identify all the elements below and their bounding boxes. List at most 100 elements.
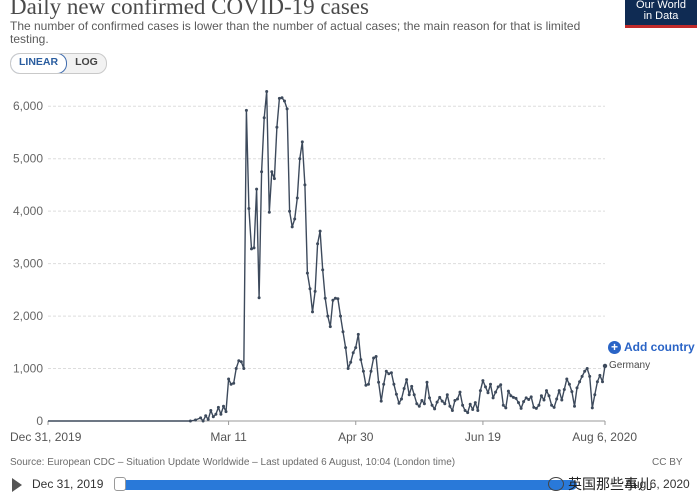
data-point xyxy=(214,412,218,416)
data-point xyxy=(407,393,411,397)
timeline-start-label: Dec 31, 2019 xyxy=(32,477,104,491)
data-point xyxy=(232,381,236,385)
data-point xyxy=(463,409,467,412)
data-point xyxy=(341,330,345,334)
data-point xyxy=(440,399,444,403)
data-point xyxy=(387,372,391,376)
data-point xyxy=(473,401,477,405)
linear-scale-button[interactable]: LINEAR xyxy=(10,54,68,73)
data-point xyxy=(486,391,490,395)
data-point xyxy=(425,380,429,384)
data-point xyxy=(468,402,472,406)
y-tick-label: 1,000 xyxy=(13,362,43,376)
logo-line-1: Our World xyxy=(636,0,686,11)
y-tick-label: 6,000 xyxy=(13,99,43,113)
data-point xyxy=(227,377,231,381)
data-point xyxy=(529,395,533,399)
data-point xyxy=(295,196,299,200)
data-point xyxy=(517,401,520,405)
data-point xyxy=(277,96,281,100)
data-point xyxy=(537,403,541,407)
data-point xyxy=(298,157,302,161)
data-point xyxy=(305,271,309,275)
data-point xyxy=(578,380,582,384)
data-point xyxy=(209,409,213,412)
data-point xyxy=(194,418,197,422)
source-note: Source: European CDC – Situation Update … xyxy=(10,457,456,468)
timeline-slider-track[interactable] xyxy=(117,480,577,490)
data-point xyxy=(237,359,241,363)
watermark: 英国那些事儿 xyxy=(548,474,652,494)
data-point xyxy=(499,383,503,387)
data-point xyxy=(412,393,416,397)
data-point xyxy=(247,207,251,210)
data-point xyxy=(211,415,215,419)
data-point xyxy=(588,374,592,378)
data-point xyxy=(351,351,355,355)
y-tick-label: 5,000 xyxy=(13,152,43,166)
data-point xyxy=(255,187,259,191)
log-scale-button[interactable]: LOG xyxy=(75,56,98,68)
series-line-germany[interactable] xyxy=(48,90,606,422)
data-point xyxy=(224,410,228,414)
data-point xyxy=(199,416,203,420)
wechat-icon xyxy=(548,477,564,491)
data-point xyxy=(204,414,208,418)
data-point xyxy=(250,247,253,251)
data-point xyxy=(466,411,470,415)
data-point xyxy=(379,399,383,403)
data-point xyxy=(560,398,564,402)
add-country-button[interactable]: + Add country xyxy=(608,340,695,354)
plus-circle-icon: + xyxy=(608,340,621,354)
data-point xyxy=(333,296,337,300)
data-point xyxy=(216,405,220,409)
data-point xyxy=(308,287,312,291)
data-point xyxy=(433,407,437,411)
data-point xyxy=(552,405,556,409)
data-point xyxy=(565,377,569,381)
data-point xyxy=(328,325,332,329)
data-point xyxy=(369,369,373,373)
play-icon[interactable] xyxy=(12,478,22,492)
data-point xyxy=(570,390,574,394)
data-point xyxy=(524,396,528,400)
timeline-slider-handle[interactable] xyxy=(114,477,126,491)
y-tick-label: 0 xyxy=(36,414,43,428)
owid-logo[interactable]: Our World in Data xyxy=(625,0,697,28)
data-point xyxy=(445,393,449,397)
data-point xyxy=(585,367,589,370)
data-point xyxy=(257,296,261,300)
data-point xyxy=(509,394,513,398)
data-point xyxy=(438,395,442,399)
x-tick-label: Apr 30 xyxy=(338,430,374,444)
data-point xyxy=(456,397,459,401)
data-point xyxy=(593,393,597,397)
data-point xyxy=(372,356,376,360)
data-point xyxy=(394,392,398,396)
data-point xyxy=(300,140,304,144)
data-point xyxy=(550,403,554,407)
data-point xyxy=(430,403,434,407)
data-point xyxy=(491,396,495,400)
data-point xyxy=(417,404,421,408)
data-point xyxy=(331,298,335,302)
watermark-text: 英国那些事儿 xyxy=(568,476,652,492)
data-point xyxy=(311,310,314,314)
data-point xyxy=(270,170,274,174)
data-point xyxy=(598,373,602,377)
data-point xyxy=(494,390,498,394)
data-point xyxy=(453,399,457,402)
data-point xyxy=(405,378,409,382)
data-point xyxy=(420,399,424,402)
x-tick-label: Aug 6, 2020 xyxy=(572,430,637,444)
data-point xyxy=(252,246,256,250)
data-point xyxy=(448,404,452,408)
data-point xyxy=(288,209,292,213)
data-point xyxy=(326,314,330,318)
license-link[interactable]: CC BY xyxy=(652,457,683,468)
data-point xyxy=(557,389,561,393)
data-point xyxy=(356,332,360,336)
data-point xyxy=(229,382,233,386)
data-point xyxy=(402,387,406,390)
data-point xyxy=(206,417,210,421)
